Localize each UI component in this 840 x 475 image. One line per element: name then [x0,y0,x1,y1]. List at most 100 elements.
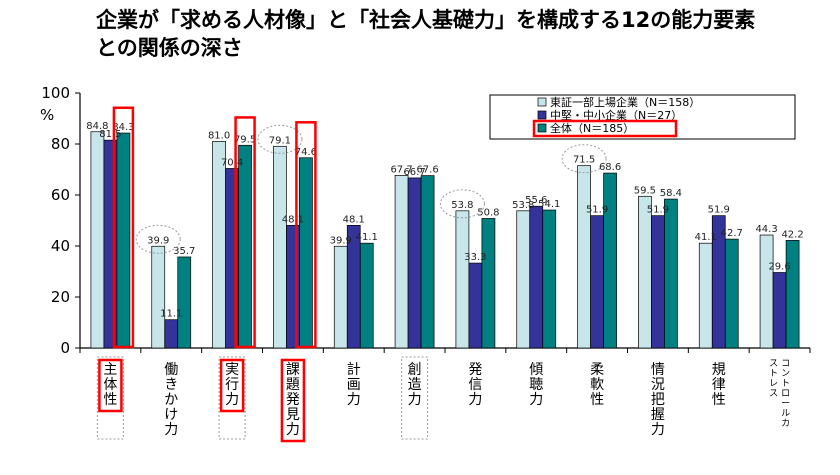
bar [759,234,774,349]
category-label-char: 性 [590,392,604,408]
y-axis-unit: % [40,106,54,124]
category-label-char: レ [769,379,778,389]
category-label-char: 働 [164,362,178,378]
bar [481,218,496,349]
data-label: 39.9 [147,235,169,246]
data-label: 55.6 [525,195,547,206]
category-label-char: 律 [712,377,726,393]
bar [651,215,665,349]
data-label: 51.9 [647,205,669,216]
category-label-char: 況 [651,377,665,393]
category-label-char: 傾 [529,362,543,378]
data-label: 58.4 [660,188,682,199]
bar [164,319,179,349]
data-label: 79.5 [234,134,256,145]
bar [333,245,348,349]
category-label-char: 力 [468,392,482,408]
legend-swatch [537,110,547,120]
bar [238,144,252,349]
data-label: 44.3 [755,224,777,235]
category-label-char: 握 [651,407,665,423]
chart-title-line2: との関係の深さ [96,36,243,60]
category-label-char: ス [769,389,778,399]
dotted-label-frame [96,356,124,440]
data-label: 68.6 [599,162,621,173]
y-tick-label: 20 [51,288,70,306]
label-highlight-box [98,358,123,413]
category-label-char: 発 [468,362,482,378]
category-label-char: 力 [651,422,665,438]
bar [698,242,713,349]
highlight-box [234,116,256,349]
category-label-char: 聴 [529,377,543,393]
dotted-ellipse [257,124,303,154]
legend-swatch [537,97,547,107]
y-tick-label: 0 [60,339,70,357]
bar [359,242,374,349]
data-label: 67.7 [390,164,412,175]
bar [299,157,313,349]
bar [212,141,226,349]
data-label: 48.1 [343,214,365,225]
y-tick-label: 100 [41,84,70,102]
category-label-char: 創 [408,362,422,378]
bar [590,215,604,349]
bar [785,240,800,349]
bar [420,175,435,349]
bar [468,262,483,349]
dotted-label-frame [218,356,246,440]
legend-highlight-box [532,119,678,138]
category-label-char: 画 [347,377,361,393]
category-label-char: 柔 [590,362,604,378]
legend-label: 東証一部上場企業（N＝158） [550,95,700,109]
data-label: 50.8 [477,207,499,218]
bar [516,210,531,349]
legend-swatch [537,123,547,133]
bar [664,198,678,349]
bar [273,145,287,349]
data-label: 39.9 [330,235,352,246]
data-label: 74.6 [295,147,317,158]
highlight-box [112,106,135,349]
data-label: 79.1 [269,135,291,146]
data-label: 41.1 [356,232,378,243]
bar [724,238,739,349]
category-label-char: ス [769,359,778,369]
category-label-char: ト [781,379,790,389]
bar [529,205,544,349]
category-label-char: 性 [103,392,117,408]
category-label-char: か [164,392,178,408]
category-label-char: 見 [286,407,300,423]
data-label: 51.9 [708,205,730,216]
legend-label: 全体（N＝185） [550,121,634,135]
category-label-char: 題 [286,377,300,393]
data-label: 81.5 [99,129,121,140]
category-label-char: 力 [347,392,361,408]
data-label: 53.8 [451,200,473,211]
bar [116,132,131,349]
chart-title: 企業が「求める人材像」と「社会人基礎力」を構成する12の能力要素 との関係の深さ [96,6,816,62]
data-label: 67.6 [416,165,438,176]
category-label-char: 発 [286,392,300,408]
dotted-ellipse [561,144,607,174]
category-label-char: 実 [225,362,239,378]
category-label-char: 力 [529,392,543,408]
data-label: 59.5 [634,185,656,196]
data-label: 42.2 [781,229,803,240]
y-tick-label: 40 [51,237,70,255]
category-label-char: 信 [468,377,482,393]
data-label: 48.1 [282,214,304,225]
category-label-char: 主 [103,362,117,378]
category-label-char: 力 [408,392,422,408]
category-label-char: 力 [164,422,178,438]
category-label-char: 力 [286,422,300,438]
category-label-char: コ [781,359,790,369]
bar [177,256,192,349]
chart-title-line1: 企業が「求める人材像」と「社会人基礎力」を構成する12の能力要素 [96,8,756,32]
category-label-char: ル [781,409,790,419]
data-label: 41.1 [695,232,717,243]
data-label: 81.0 [208,130,230,141]
category-label-char: 行 [225,377,239,393]
label-highlight-box [280,358,306,443]
